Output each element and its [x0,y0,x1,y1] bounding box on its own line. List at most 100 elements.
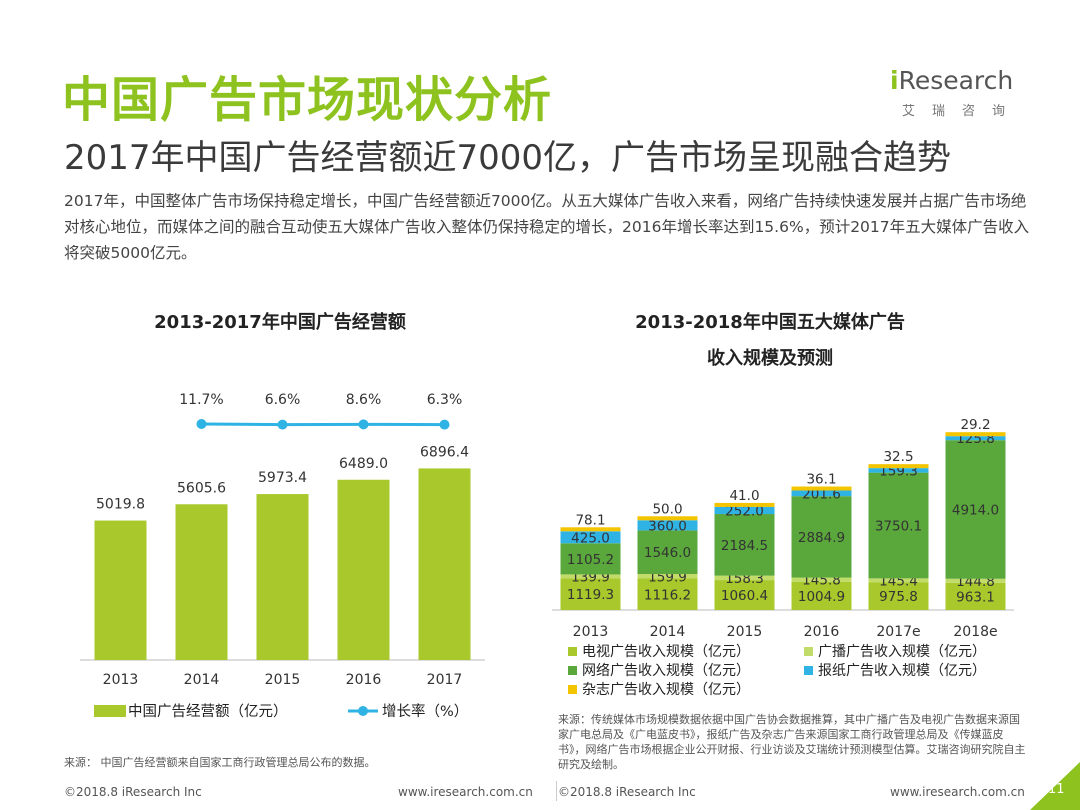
chart1-bar-value: 6489.0 [339,456,388,472]
chart2-x-tick: 2016 [804,624,840,640]
chart2-legend-swatch [568,647,577,656]
chart2-svg: 1119.3139.91105.2425.078.120131116.2159.… [552,417,1014,698]
chart2-segment-label: 1004.9 [798,589,845,605]
chart2-bar-segment [791,577,852,582]
chart2-legend-swatch [568,666,577,675]
chart2-segment-label: 425.0 [571,530,610,546]
footer-site-left: www.iresearch.com.cn [398,785,533,799]
logo-i: i [890,66,899,95]
chart1-x-tick: 2017 [427,672,463,688]
page-title: 中国广告市场现状分析 [62,72,553,128]
chart2-bar-segment [560,578,621,610]
chart1-legend-label-line: 增长率（%） [382,703,468,720]
chart2-segment-label: 360.0 [648,518,687,534]
chart1-growth-label: 11.7% [179,392,223,408]
chart1-legend-swatch-dot [358,706,368,716]
page-subtitle: 2017年中国广告经营额近7000亿，广告市场呈现融合趋势 [64,138,952,178]
chart1-bar [337,479,390,660]
chart1-growth-label: 6.6% [265,392,301,408]
chart1-title: 2013-2017年中国广告经营额 [154,312,406,333]
source-note-left: 来源： 中国广告经营额来自国家工商行政管理总局公布的数据。 [64,756,376,769]
logo-subtitle: 艾瑞咨询 [902,104,1023,119]
chart2-legend-label: 广播广告收入规模（亿元） [818,644,986,660]
chart2-segment-label: 1119.3 [567,587,614,603]
chart1-bar-value: 6896.4 [420,444,469,460]
chart1-svg: 5019.8 2013 5605.6 2014 5973.4 2015 6489.0 2016… [80,392,485,720]
chart2-bar-segment [945,578,1006,583]
chart2-bar-segment [791,486,852,491]
chart2-segment-label: 252.0 [725,503,764,519]
chart2-bar-segment [560,531,621,544]
chart1-bar [256,494,309,660]
chart1-bar [94,520,147,660]
chart2-bar-segment [637,516,698,521]
chart1-bar-value: 5019.8 [96,497,145,513]
chart2-bar-segment [637,574,698,579]
chart2-segment-label: 975.8 [879,589,918,605]
chart1-x-tick: 2013 [103,672,139,688]
chart2-bar-segment [714,575,775,581]
chart2-segment-label: 2184.5 [721,538,768,554]
chart2-bar-segment [560,574,621,579]
chart2-segment-label: 29.2 [960,417,990,433]
chart2-segment-label: 1060.4 [721,588,768,604]
chart2-bar-segment [945,436,1006,441]
chart2-bar-segment [791,496,852,578]
chart2-bar-segment [868,468,929,473]
chart2-bar-segment [791,490,852,497]
chart2-legend-swatch [568,685,577,694]
chart2-bar-segment [868,472,929,579]
iresearch-logo: iResearch [890,66,1013,95]
description-text: 2017年，中国整体广告市场保持稳定增长，中国广告经营额近7000亿。从五大媒体… [64,192,1030,262]
chart2-x-tick: 2015 [727,624,763,640]
chart2-bar-segment [560,527,621,532]
chart2-bar-segment [714,506,775,515]
chart2-segment-label: 1546.0 [644,545,691,561]
chart2-bar-segment [637,578,698,610]
chart2-x-tick: 2013 [573,624,609,640]
chart1-growth-label: 6.3% [427,392,463,408]
chart2-legend-swatch [804,647,813,656]
chart1-legend-label-bar: 中国广告经营额（亿元） [128,703,288,720]
footer-divider [556,781,557,801]
chart2-segment-label: 1116.2 [644,587,691,603]
chart2-segment-label: 50.0 [652,501,682,517]
chart1-bar-value: 5973.4 [258,470,307,486]
chart2-segment-label: 36.1 [806,472,836,488]
chart2-segment-label: 1105.2 [567,552,614,568]
chart2-bar-segment [868,578,929,583]
chart1-bar [175,504,228,660]
chart1-growth-point [277,419,288,430]
chart2-bar-segment [560,543,621,575]
chart1-legend-swatch-bar [94,705,126,717]
chart2-bar-segment [945,582,1006,610]
chart1-x-tick: 2014 [184,672,220,688]
chart2-legend-label: 杂志广告收入规模（亿元） [582,682,750,698]
footer-copyright-right: ©2018.8 iResearch Inc [558,785,696,799]
chart2-bar-segment [791,581,852,610]
chart1-growth-label: 8.6% [346,392,382,408]
chart2-segment-label: 2884.9 [798,530,845,546]
chart2-segment-label: 963.1 [956,589,995,605]
page-corner-triangle [1030,762,1080,810]
chart1-growth-line [201,422,445,427]
chart2-bar-segment [714,502,775,507]
chart2-segment-label: 41.0 [729,488,759,504]
chart1-x-tick: 2016 [346,672,382,688]
chart1-bar [418,468,471,660]
chart1-growth-point [196,419,207,429]
chart2-bar-segment [637,530,698,575]
chart1-growth-point [439,419,450,430]
chart2-x-tick: 2014 [650,624,686,640]
chart2-bar-segment [868,464,929,469]
chart2-segment-label: 78.1 [575,512,605,528]
chart2-title-line2: 收入规模及预测 [707,348,833,369]
chart1-bar-value: 5605.6 [177,480,226,496]
chart2-legend-swatch [804,666,813,675]
chart2-bar-segment [714,514,775,576]
logo-brand: Research [898,66,1014,95]
chart2-legend-label: 电视广告收入规模（亿元） [582,644,750,660]
chart2-legend-label: 报纸广告收入规模（亿元） [818,663,986,679]
chart2-bar-segment [714,580,775,610]
chart2-x-tick: 2018e [953,624,997,640]
